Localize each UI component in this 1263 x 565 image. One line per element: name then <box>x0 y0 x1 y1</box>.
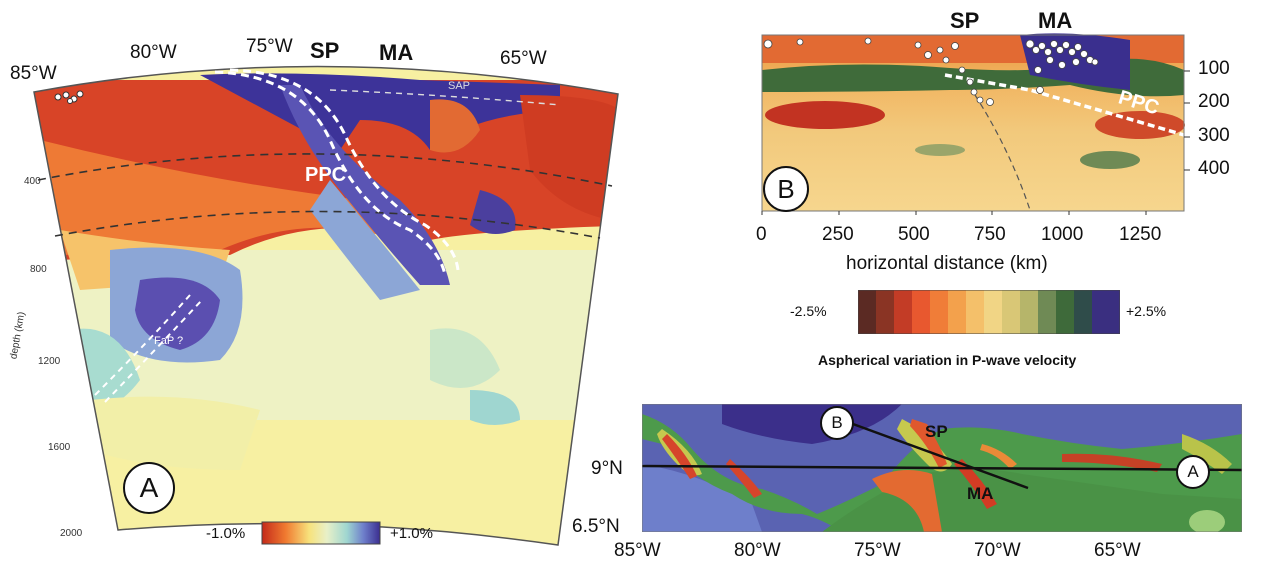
panel-b-depth-200: 200 <box>1198 91 1230 112</box>
panel-a-depth-2000: 2000 <box>60 528 83 539</box>
map-lon-70w: 70°W <box>974 540 1021 561</box>
panel-b-colorbar-title: Aspherical variation in P-wave velocity <box>818 352 1077 368</box>
panel-b-depth-100: 100 <box>1198 58 1230 79</box>
panel-a-colorbar-max: +1.0% <box>390 525 433 542</box>
map-lat-9n: 9°N <box>591 458 623 479</box>
panel-b-ma-label: MA <box>1038 8 1073 33</box>
panel-a-lon-75: 75°W <box>246 36 293 57</box>
panel-a-depth-800: 800 <box>30 264 47 275</box>
map-image <box>642 404 1242 532</box>
panel-b-dist-1250: 1250 <box>1119 224 1162 245</box>
panel-a-depth-1200: 1200 <box>38 356 61 367</box>
panel-a-sap-label: SAP <box>448 80 471 92</box>
map-marker-b: B <box>820 406 854 440</box>
panel-b-badge: B <box>763 166 809 212</box>
panel-b-colorbar-max: +2.5% <box>1126 303 1167 319</box>
panel-a-depth-400: 400 <box>24 176 41 187</box>
panel-b-colorbar-min: -2.5% <box>790 303 827 319</box>
panel-a-lon-65: 65°W <box>500 48 547 69</box>
panel-a-ppc-label: PPC <box>305 164 347 186</box>
map-sp-label: SP <box>925 422 948 441</box>
panel-a-lon-85: 85°W <box>10 63 57 84</box>
panel-a-lon-80: 80°W <box>130 42 177 63</box>
map-lat-6-5n: 6.5°N <box>572 516 620 537</box>
map-lon-80w: 80°W <box>734 540 781 561</box>
panel-b-profile <box>761 33 1190 215</box>
panel-b-dist-0: 0 <box>756 224 767 245</box>
panel-a-badge: A <box>123 462 175 514</box>
panel-b-dist-1000: 1000 <box>1041 224 1084 245</box>
panel-b-dist-750: 750 <box>974 224 1006 245</box>
panel-a-ma-label: MA <box>379 40 414 65</box>
map-lon-65w: 65°W <box>1094 540 1141 561</box>
panel-b-xlabel: horizontal distance (km) <box>846 253 1048 274</box>
panel-a-colorbar <box>261 521 381 545</box>
panel-a-fap-label: FaP ? <box>154 335 184 347</box>
panel-a-depth-1600: 1600 <box>48 442 71 453</box>
panel-a-colorbar-min: -1.0% <box>206 525 246 542</box>
panel-b-colorbar <box>858 290 1120 334</box>
map-ma-label: MA <box>967 484 994 503</box>
panel-b-depth-300: 300 <box>1198 125 1230 146</box>
panel-a-seismicity <box>54 90 84 104</box>
map-lon-75w: 75°W <box>854 540 901 561</box>
panel-b-sp-label: SP <box>950 8 980 33</box>
panel-b-depth-400: 400 <box>1198 158 1230 179</box>
panel-b-dist-500: 500 <box>898 224 930 245</box>
panel-b-dist-250: 250 <box>822 224 854 245</box>
panel-a-sp-label: SP <box>310 38 340 63</box>
map-lon-85w: 85°W <box>614 540 661 561</box>
panel-a-tomography <box>33 65 619 546</box>
map-marker-a: A <box>1176 455 1210 489</box>
panel-b-seismicity <box>763 37 1099 106</box>
